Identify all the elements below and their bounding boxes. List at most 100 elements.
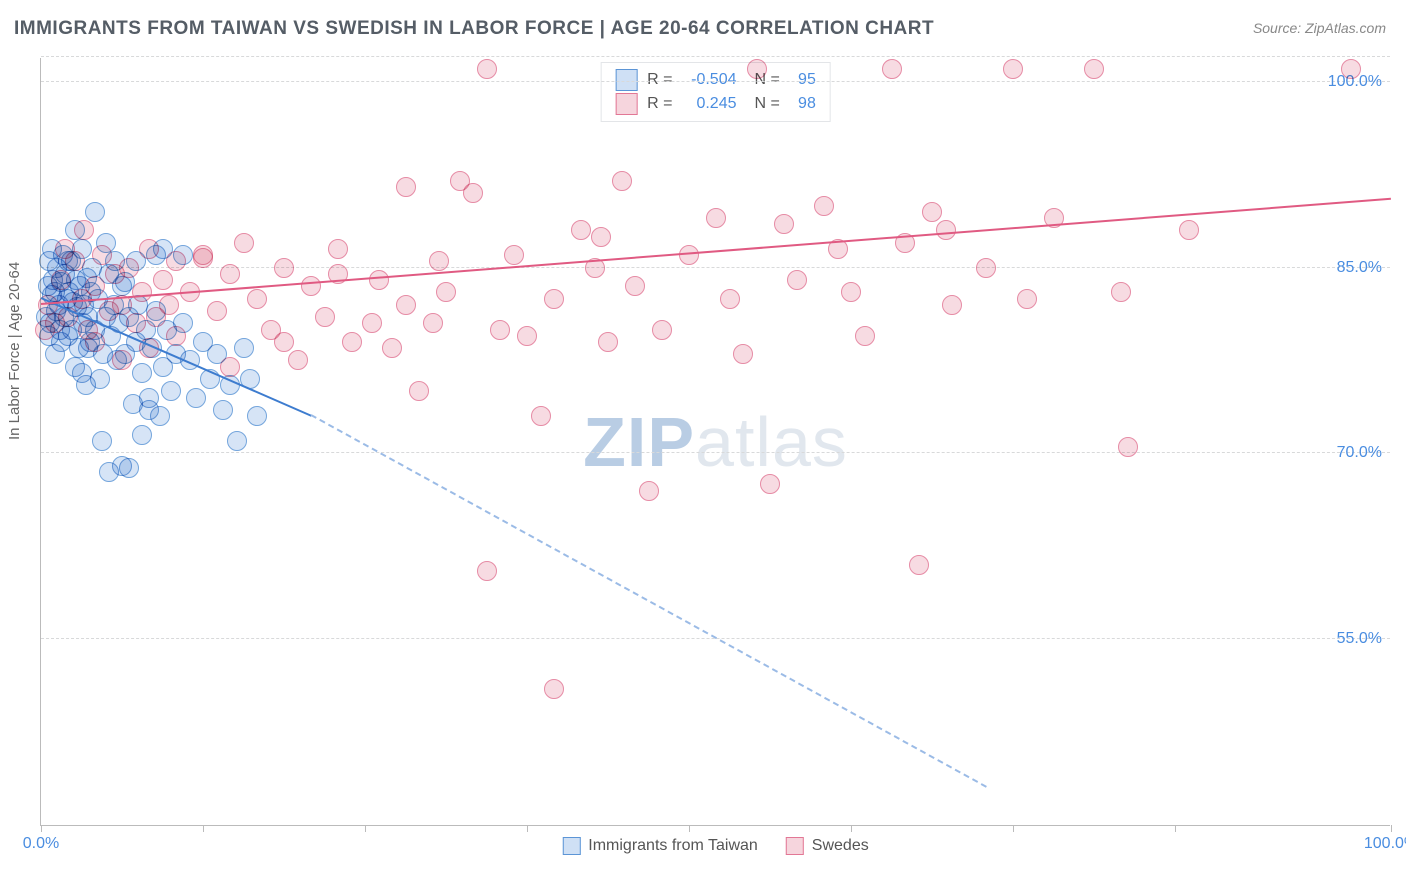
legend-label: Swedes (812, 837, 869, 855)
data-point (652, 320, 672, 340)
watermark-text: ZIPatlas (583, 402, 848, 482)
data-point (153, 270, 173, 290)
data-point (531, 406, 551, 426)
data-point (35, 320, 55, 340)
legend-item: Swedes (786, 837, 869, 855)
data-point (747, 59, 767, 79)
legend-swatch (562, 837, 580, 855)
data-point (490, 320, 510, 340)
data-point (207, 301, 227, 321)
data-point (1111, 282, 1131, 302)
data-point (74, 220, 94, 240)
data-point (517, 326, 537, 346)
n-label: N = (755, 95, 780, 113)
data-point (1003, 59, 1023, 79)
data-point (369, 270, 389, 290)
data-point (139, 400, 159, 420)
data-point (679, 245, 699, 265)
y-axis-label: In Labor Force | Age 20-64 (6, 262, 23, 440)
data-point (274, 332, 294, 352)
data-point (436, 282, 456, 302)
data-point (227, 431, 247, 451)
data-point (612, 171, 632, 191)
r-value: 0.245 (681, 95, 737, 113)
data-point (301, 276, 321, 296)
x-tick (851, 825, 852, 832)
data-point (1017, 289, 1037, 309)
data-point (119, 458, 139, 478)
data-point (544, 289, 564, 309)
data-point (922, 202, 942, 222)
gridline (41, 81, 1390, 82)
data-point (706, 208, 726, 228)
data-point (90, 369, 110, 389)
data-point (942, 295, 962, 315)
data-point (55, 239, 75, 259)
data-point (787, 270, 807, 290)
x-tick (527, 825, 528, 832)
data-point (132, 282, 152, 302)
data-point (132, 363, 152, 383)
data-point (841, 282, 861, 302)
data-point (220, 357, 240, 377)
data-point (477, 561, 497, 581)
data-point (126, 313, 146, 333)
data-point (186, 388, 206, 408)
data-point (315, 307, 335, 327)
data-point (166, 251, 186, 271)
gridline (41, 267, 1390, 268)
data-point (429, 251, 449, 271)
y-tick-label: 70.0% (1337, 444, 1382, 462)
data-point (119, 258, 139, 278)
data-point (598, 332, 618, 352)
data-point (571, 220, 591, 240)
data-point (132, 425, 152, 445)
x-tick (1391, 825, 1392, 832)
data-point (85, 332, 105, 352)
data-point (909, 555, 929, 575)
data-point (760, 474, 780, 494)
data-point (477, 59, 497, 79)
data-point (92, 431, 112, 451)
data-point (72, 363, 92, 383)
data-point (396, 177, 416, 197)
data-point (1118, 437, 1138, 457)
data-point (362, 313, 382, 333)
watermark-light: atlas (695, 403, 848, 481)
data-point (85, 202, 105, 222)
chart-title: IMMIGRANTS FROM TAIWAN VS SWEDISH IN LAB… (14, 18, 934, 40)
legend-item: Immigrants from Taiwan (562, 837, 758, 855)
source-attribution: Source: ZipAtlas.com (1253, 20, 1386, 36)
data-point (139, 239, 159, 259)
data-point (342, 332, 362, 352)
data-point (328, 239, 348, 259)
data-point (936, 220, 956, 240)
data-point (855, 326, 875, 346)
series-legend: Immigrants from Taiwan Swedes (562, 837, 868, 855)
data-point (504, 245, 524, 265)
x-tick (1175, 825, 1176, 832)
data-point (159, 295, 179, 315)
data-point (247, 289, 267, 309)
data-point (274, 258, 294, 278)
data-point (720, 289, 740, 309)
x-tick-label: 100.0% (1364, 835, 1406, 853)
data-point (92, 245, 112, 265)
data-point (234, 233, 254, 253)
y-tick-label: 85.0% (1337, 259, 1382, 277)
legend-stats-row: R = 0.245N =98 (615, 93, 816, 115)
data-point (51, 270, 71, 290)
data-point (625, 276, 645, 296)
scatter-chart: ZIPatlas R =-0.504N =95R = 0.245N =98 Im… (40, 58, 1390, 826)
data-point (161, 381, 181, 401)
gridline (41, 56, 1390, 57)
data-point (396, 295, 416, 315)
watermark-bold: ZIP (583, 403, 695, 481)
data-point (774, 214, 794, 234)
data-point (591, 227, 611, 247)
data-point (882, 59, 902, 79)
y-tick-label: 55.0% (1337, 630, 1382, 648)
data-point (1179, 220, 1199, 240)
data-point (166, 326, 186, 346)
x-tick (41, 825, 42, 832)
